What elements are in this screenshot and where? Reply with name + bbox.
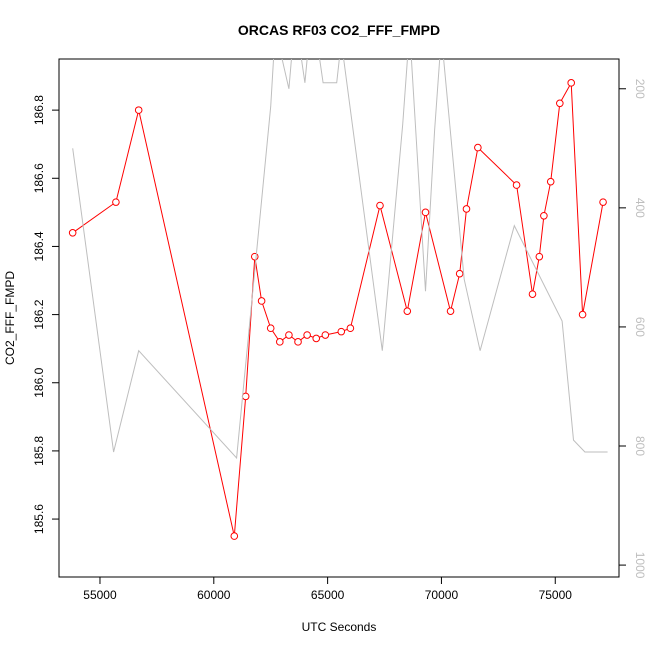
y2-tick-label: 200 bbox=[633, 79, 647, 99]
y2-tick-label: 400 bbox=[633, 198, 647, 218]
data-point bbox=[403, 307, 412, 315]
data-point bbox=[257, 297, 266, 305]
data-point bbox=[578, 310, 587, 319]
y-tick-label: 185.8 bbox=[32, 436, 46, 466]
plot-area bbox=[58, 58, 620, 578]
chart-title: ORCAS RF03 CO2_FFF_FMPD bbox=[238, 22, 440, 38]
data-point bbox=[276, 338, 284, 346]
x-tick-label: 55000 bbox=[83, 588, 117, 602]
y2-tick-label: 800 bbox=[633, 436, 647, 456]
x-axis-label: UTC Seconds bbox=[302, 620, 377, 634]
series-line-gray bbox=[72, 59, 608, 460]
data-point bbox=[462, 205, 471, 213]
data-point bbox=[446, 307, 455, 315]
data-point bbox=[303, 331, 311, 339]
y-tick-label: 186.4 bbox=[32, 231, 46, 261]
data-point bbox=[266, 324, 275, 333]
data-point bbox=[337, 327, 346, 336]
x-tick-label: 70000 bbox=[425, 588, 459, 602]
y2-axis: 200 400 600 800 1000 bbox=[619, 79, 647, 579]
data-point bbox=[540, 211, 548, 220]
data-point bbox=[285, 331, 293, 339]
data-point bbox=[346, 324, 355, 333]
series-line-red bbox=[72, 81, 604, 537]
y-tick-label: 186.0 bbox=[32, 367, 46, 397]
data-point bbox=[528, 290, 537, 298]
data-point bbox=[68, 229, 77, 237]
y-axis: 185.6 185.8 186.0 186.2 186.4 186.6 186.8 bbox=[32, 95, 59, 534]
data-point bbox=[567, 79, 575, 87]
plot-series bbox=[68, 59, 608, 540]
data-point bbox=[556, 99, 564, 108]
y-axis-label: CO2_FFF_FMPD bbox=[3, 271, 17, 365]
data-point bbox=[312, 334, 321, 343]
y-tick-label: 186.6 bbox=[32, 163, 46, 193]
data-point bbox=[546, 177, 555, 186]
y2-tick-label: 1000 bbox=[633, 552, 647, 579]
data-point bbox=[512, 181, 521, 189]
y2-tick-label: 600 bbox=[633, 317, 647, 337]
data-point bbox=[474, 143, 482, 152]
data-point bbox=[250, 252, 259, 261]
data-point bbox=[599, 198, 607, 206]
y-tick-label: 186.8 bbox=[32, 95, 46, 125]
data-point bbox=[134, 106, 143, 114]
x-tick-label: 65000 bbox=[311, 588, 345, 602]
data-point bbox=[230, 532, 239, 540]
data-point bbox=[321, 331, 330, 339]
data-point bbox=[535, 252, 544, 261]
data-point bbox=[376, 201, 384, 210]
x-tick-label: 75000 bbox=[539, 588, 573, 602]
data-point bbox=[294, 338, 302, 346]
data-point bbox=[241, 392, 250, 401]
y-tick-label: 185.6 bbox=[32, 504, 46, 534]
data-point bbox=[455, 269, 464, 278]
y-tick-label: 186.2 bbox=[32, 299, 46, 329]
data-point bbox=[421, 208, 430, 217]
x-tick-label: 60000 bbox=[197, 588, 231, 602]
data-point bbox=[112, 198, 120, 206]
x-axis: 55000 60000 65000 70000 75000 bbox=[83, 577, 572, 602]
